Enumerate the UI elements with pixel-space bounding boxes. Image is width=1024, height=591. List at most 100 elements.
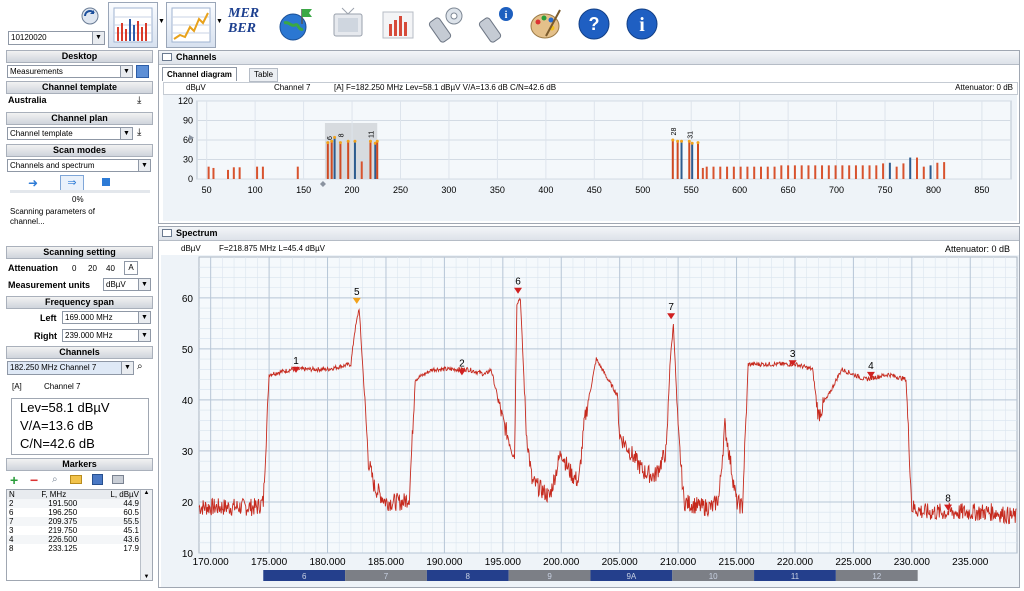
scroll-down-icon[interactable]: ▼ <box>143 574 150 580</box>
device-info-icon[interactable]: i <box>478 4 518 44</box>
left-label: Left <box>40 313 57 323</box>
table-row[interactable]: 6 196.250 60.5 <box>7 508 141 517</box>
download-icon[interactable]: ⤓ <box>137 95 142 106</box>
chevron-down-icon: ▼ <box>121 362 133 374</box>
x-tick-label: 195.000 <box>485 557 522 568</box>
chevron-down-icon: ▼ <box>92 32 104 44</box>
chevron-down-icon[interactable]: ▼ <box>158 18 165 25</box>
measurement-units-select[interactable]: dBµV ▼ <box>103 278 151 291</box>
channel-bar <box>296 166 299 179</box>
channel-select[interactable]: 182.250 MHz Channel 7 ▼ <box>7 361 134 375</box>
channel-bar <box>719 166 722 179</box>
channel-template-value: Australia <box>8 95 47 105</box>
svg-text:i: i <box>639 14 645 36</box>
x-tick-label: 850 <box>974 185 989 195</box>
mer-ber-button[interactable]: MER BER <box>228 6 260 36</box>
save-icon[interactable] <box>92 474 103 485</box>
table-row[interactable]: 3 219.750 45.1 <box>7 526 141 535</box>
channel-bar <box>827 165 830 179</box>
bar-top-dot <box>671 138 675 142</box>
search-icon[interactable]: ⌕ <box>137 361 143 372</box>
x-tick-label: 180.000 <box>309 557 346 568</box>
marker-frequency: 219.750 <box>48 526 78 535</box>
marker-label: 4 <box>868 361 874 372</box>
level-value: Lev=58.1 dBµV <box>20 400 110 415</box>
info-icon[interactable]: i <box>626 8 658 40</box>
desktop-select[interactable]: Measurements ▼ <box>7 65 133 78</box>
channel-bar <box>330 141 333 179</box>
palette-icon[interactable] <box>528 6 564 42</box>
attenuation-option-20[interactable]: 20 <box>88 264 97 273</box>
table-row[interactable]: 2 191.500 44.9 <box>7 499 141 508</box>
attenuation-option-0[interactable]: 0 <box>72 264 77 273</box>
table-row[interactable]: 7 209.375 55.5 <box>7 517 141 526</box>
spectrum-chart-button[interactable] <box>166 2 216 48</box>
channels-chart-button[interactable] <box>108 2 158 48</box>
bar-top-dot <box>680 139 684 143</box>
device-settings-icon[interactable] <box>428 4 468 44</box>
channel-bar <box>848 165 851 179</box>
channel-bar <box>746 166 749 179</box>
analytics-icon[interactable] <box>380 6 416 42</box>
save-desktop-icon[interactable] <box>136 65 149 78</box>
channel-bar <box>374 143 377 179</box>
tv-icon[interactable] <box>330 6 366 42</box>
chevron-down-icon[interactable]: ▼ <box>216 18 223 25</box>
zoom-marker-icon[interactable]: ⌕ <box>52 474 58 485</box>
help-icon[interactable]: ? <box>578 8 610 40</box>
channels-unit: dBµV <box>186 83 206 92</box>
x-tick-label: 210.000 <box>660 557 697 568</box>
bar-top-dot <box>353 139 357 143</box>
x-tick-label: 175.000 <box>251 557 288 568</box>
table-row[interactable]: 8 233.125 17.9 <box>7 544 141 553</box>
marker-level: 43.6 <box>123 535 139 544</box>
device-select[interactable]: 10120020 ▼ <box>8 31 105 45</box>
channel-bar <box>922 166 925 179</box>
channel-bar <box>793 165 796 179</box>
x-tick-label: 190.000 <box>426 557 463 568</box>
scrollbar[interactable]: ▲ ▼ <box>140 490 152 580</box>
channel-bar <box>753 166 756 179</box>
right-frequency-input[interactable]: 239.000 MHz ▼ <box>62 329 151 342</box>
stop-icon[interactable] <box>102 178 110 186</box>
scan-single-arrow-icon[interactable]: ➜ <box>28 176 39 190</box>
open-folder-icon[interactable] <box>70 475 82 484</box>
col-freq: F, MHz <box>41 490 67 499</box>
add-marker-icon[interactable]: + <box>10 472 19 488</box>
left-frequency-input[interactable]: 169.000 MHz ▼ <box>62 311 151 324</box>
scan-modes-select[interactable]: Channels and spectrum ▼ <box>7 159 151 172</box>
right-label: Right <box>34 331 57 341</box>
svg-text:?: ? <box>589 14 600 34</box>
channel-bar <box>800 165 803 179</box>
channel-plan-select[interactable]: Channel template ▼ <box>7 127 133 140</box>
channels-panel: Channels Channel diagram Table dBµV Chan… <box>158 50 1020 224</box>
y-tick-label: 30 <box>182 447 194 458</box>
globe-flag-icon[interactable] <box>278 6 314 42</box>
attenuation-option-40[interactable]: 40 <box>106 264 115 273</box>
channel-strip-label: 11 <box>791 572 800 581</box>
progress-percent: 0% <box>72 195 84 204</box>
x-tick-label: 350 <box>490 185 505 195</box>
y-tick-label: 30 <box>183 155 193 165</box>
channel-strip-label: 12 <box>872 572 881 581</box>
tab-table[interactable]: Table <box>249 68 279 82</box>
scanning-setting-header: Scanning setting <box>6 246 153 259</box>
channel-bar <box>929 165 932 179</box>
download-icon[interactable]: ⤓ <box>137 127 142 138</box>
channel-bar <box>353 141 356 179</box>
refresh-icon[interactable] <box>80 6 100 26</box>
toolbar: 10120020 ▼ ▼ ▼ MER BER <box>0 0 1024 48</box>
channel-bar <box>339 142 342 179</box>
tab-channel-diagram[interactable]: Channel diagram <box>162 67 237 81</box>
channel-bar <box>875 165 878 179</box>
remove-marker-icon[interactable]: − <box>30 472 39 488</box>
attenuation-option-auto[interactable]: A <box>124 261 138 275</box>
bar-top-dot <box>326 141 330 145</box>
table-row[interactable]: 4 226.500 43.6 <box>7 535 141 544</box>
scan-continuous-arrow-icon[interactable]: ⇒ <box>60 175 84 191</box>
print-icon[interactable] <box>112 475 124 484</box>
channel-bar <box>705 166 708 179</box>
bar-top-dot <box>676 139 680 143</box>
scroll-up-icon[interactable]: ▲ <box>143 490 150 496</box>
